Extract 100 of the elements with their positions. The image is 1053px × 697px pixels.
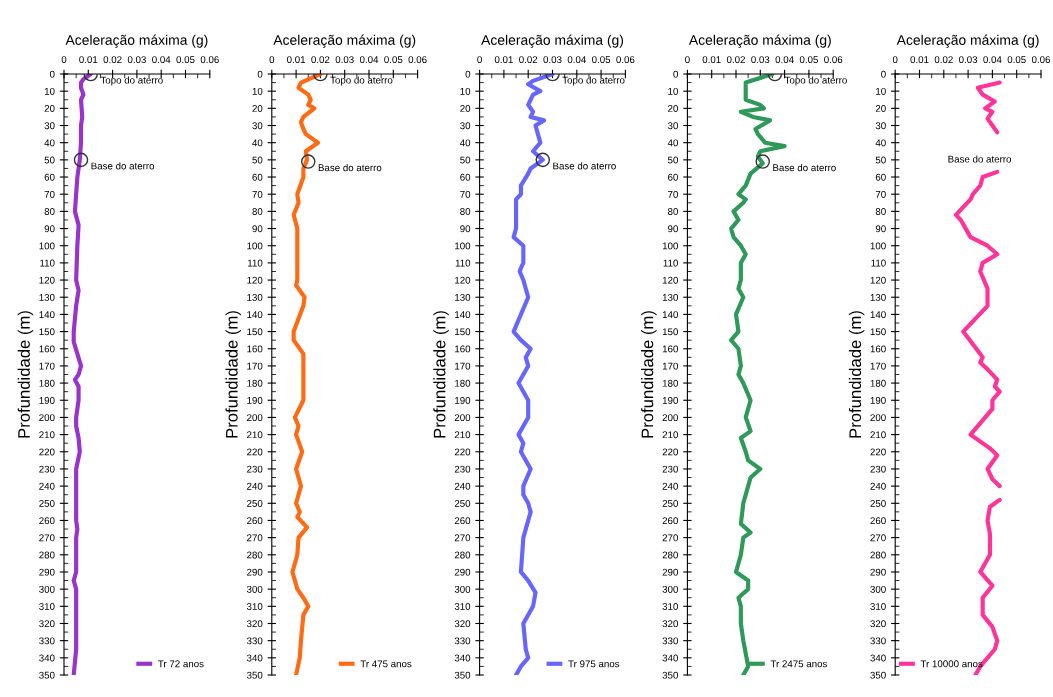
y-tick-label: 200 (454, 414, 471, 422)
y-tick-label: 280 (247, 551, 263, 559)
y-tick-label: 160 (455, 345, 471, 353)
y-tick-label: 230 (247, 465, 263, 473)
y-tick-label: 10 (44, 87, 55, 95)
y-tick-label: 20 (875, 105, 886, 112)
y-axis-title: Profundidade (m) (433, 311, 449, 438)
y-tick-label: 250 (662, 500, 678, 507)
y-tick-label: 40 (875, 139, 886, 147)
y-tick-label: 120 (247, 276, 263, 284)
y-tick-label: 240 (39, 482, 55, 490)
y-tick-label: 190 (39, 396, 55, 404)
y-tick-label: 240 (870, 482, 886, 490)
y-tick-label: 190 (870, 396, 886, 404)
y-tick-label: 350 (246, 671, 263, 679)
y-tick-label: 110 (248, 259, 263, 267)
y-tick-label: 240 (662, 482, 678, 490)
annotation: Topo do aterro (562, 76, 625, 86)
y-tick-label: 180 (662, 379, 678, 387)
y-tick-label: 210 (870, 431, 886, 439)
y-tick-label: 230 (39, 465, 55, 473)
y-tick-label: 170 (870, 362, 886, 370)
y-tick-label: 110 (871, 259, 886, 267)
y-tick-label: 300 (870, 585, 886, 593)
y-axis-title: Profundidade (m) (848, 311, 865, 438)
y-tick-label: 100 (39, 242, 55, 250)
x-tick-label: 0.03 (543, 56, 562, 64)
annotation: Topo do aterro (784, 76, 847, 86)
legend-label: Tr 475 anos (360, 660, 412, 668)
y-tick-label: 250 (247, 500, 263, 507)
y-tick-label: 180 (247, 379, 263, 387)
y-tick-label: 330 (870, 637, 886, 645)
x-tick-label: 0.04 (567, 56, 586, 64)
y-tick-label: 300 (39, 585, 55, 593)
y-tick-label: 220 (454, 448, 471, 456)
x-tick-label: 0.04 (152, 56, 171, 64)
y-tick-label: 50 (667, 156, 678, 164)
x-tick-label: 0.05 (799, 56, 818, 64)
y-tick-label: 230 (662, 465, 678, 473)
x-tick-label: 0.04 (983, 56, 1002, 64)
y-tick-label: 10 (460, 87, 471, 95)
y-tick-label: 350 (870, 671, 886, 679)
x-tick-label: 0.03 (335, 56, 354, 64)
y-tick-label: 270 (662, 534, 678, 542)
y-tick-label: 260 (662, 517, 678, 525)
x-tick-label: 0.06 (408, 56, 427, 64)
y-tick-label: 340 (662, 654, 678, 662)
y-tick-label: 30 (44, 122, 55, 130)
y-tick-label: 130 (247, 293, 263, 301)
y-tick-label: 290 (247, 568, 263, 576)
y-tick-label: 160 (247, 345, 263, 353)
x-tick-label: 0.06 (200, 56, 219, 64)
x-tick-label: 0.06 (1031, 56, 1051, 64)
y-tick-label: 290 (662, 568, 678, 576)
y-tick-label: 120 (870, 276, 886, 284)
y-tick-label: 130 (39, 293, 55, 301)
y-tick-label: 260 (39, 517, 55, 525)
y-tick-label: 340 (454, 654, 471, 662)
y-tick-label: 20 (460, 105, 471, 112)
y-tick-label: 170 (39, 362, 55, 370)
y-tick-label: 20 (252, 105, 263, 112)
y-tick-label: 100 (247, 242, 263, 250)
y-tick-label: 80 (44, 208, 55, 215)
y-tick-label: 200 (662, 414, 678, 422)
x-tick-label: 0.05 (1007, 56, 1026, 64)
y-tick-label: 120 (455, 276, 471, 284)
y-tick-label: 270 (247, 534, 263, 542)
x-tick-label: 0 (892, 56, 898, 64)
y-tick-label: 130 (870, 293, 886, 301)
y-tick-label: 300 (662, 585, 678, 593)
x-tick-label: 0.02 (726, 56, 745, 64)
y-tick-label: 310 (246, 603, 263, 610)
y-tick-label: 330 (454, 637, 471, 645)
y-tick-label: 340 (246, 654, 263, 662)
annotation: Base do aterro (91, 162, 155, 170)
y-tick-label: 290 (870, 568, 886, 576)
y-tick-label: 40 (667, 139, 678, 147)
y-tick-label: 160 (662, 345, 678, 353)
annotation: Base do aterro (773, 163, 836, 172)
y-tick-label: 90 (460, 225, 471, 233)
y-tick-label: 40 (44, 139, 55, 147)
y-tick-label: 330 (39, 637, 55, 645)
x-tick-label: 0.06 (824, 56, 843, 64)
y-tick-label: 70 (252, 190, 263, 198)
x-tick-label: 0 (61, 56, 67, 64)
y-tick-label: 100 (662, 242, 678, 250)
y-tick-label: 30 (252, 122, 263, 130)
y-tick-label: 210 (662, 431, 678, 439)
y-tick-label: 170 (247, 362, 263, 370)
y-tick-label: 230 (454, 465, 471, 473)
annotation: Base do aterro (553, 162, 616, 170)
y-tick-label: 110 (455, 259, 471, 267)
y-tick-label: 270 (454, 534, 471, 542)
y-tick-label: 200 (39, 414, 55, 422)
y-tick-label: 190 (247, 396, 263, 404)
y-tick-label: 190 (662, 396, 678, 404)
y-tick-label: 210 (39, 431, 55, 439)
y-tick-label: 350 (454, 671, 471, 679)
y-tick-label: 350 (39, 671, 55, 679)
x-axis-title: Aceleração máxima (g) (688, 34, 831, 48)
